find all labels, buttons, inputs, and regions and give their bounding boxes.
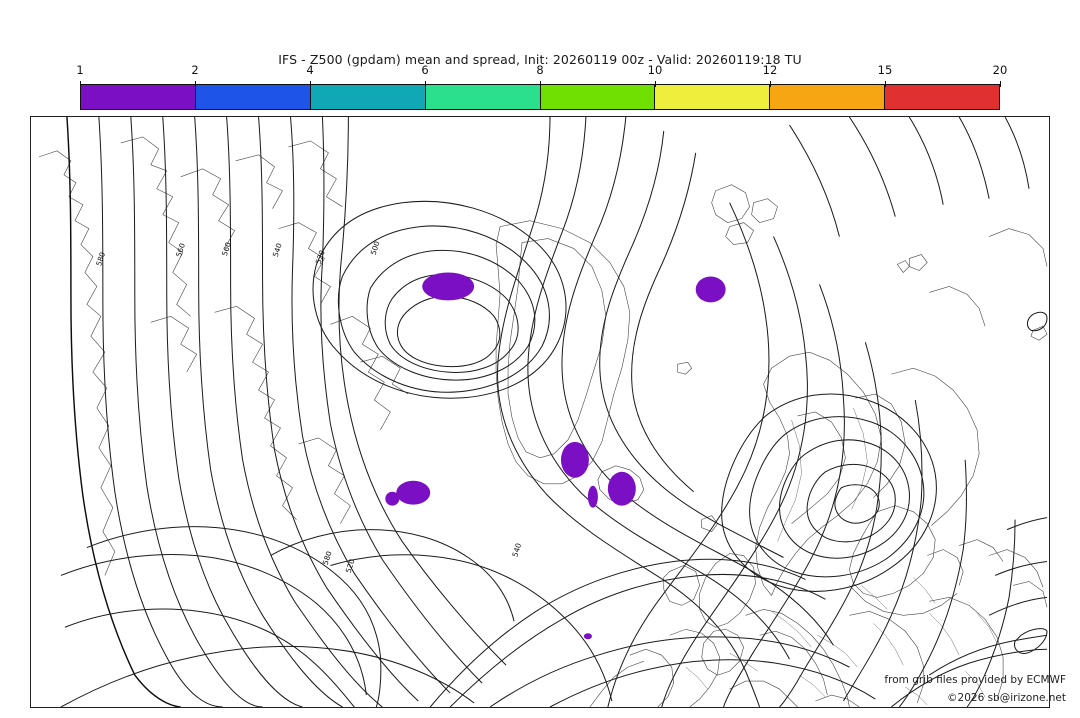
- map-canvas: 5805605605405205005805205408560: [38, 117, 1048, 707]
- colorbar-segment-6: [655, 85, 771, 109]
- colorbar-tick-mark: [80, 81, 81, 87]
- spread-patch: [422, 272, 475, 301]
- contour-lines-layer: [60, 117, 1048, 707]
- spread-patch: [396, 480, 431, 505]
- contour-label: 580: [321, 550, 334, 566]
- contour-label-group: 580: [94, 251, 107, 267]
- map-plot-area: 5805605605405205005805205408560: [30, 116, 1050, 708]
- colorbar-tick-mark: [425, 81, 426, 87]
- colorbar-tick-label: 20: [992, 63, 1008, 77]
- contour-label-group: 580: [321, 550, 334, 566]
- contour-labels-layer: 5805605605405205005805205408560: [94, 240, 523, 574]
- country-borders-layer: [685, 407, 998, 706]
- spread-patch: [695, 276, 726, 303]
- colorbar-tick-mark: [770, 81, 771, 87]
- spread-patch: [560, 441, 589, 478]
- contour-label-group: 560: [220, 241, 233, 257]
- colorbar-tick-mark: [1000, 81, 1001, 87]
- contour-label-group: 540: [271, 242, 284, 258]
- colorbar-tick-mark: [310, 81, 311, 87]
- colorbar-tick-mark: [540, 81, 541, 87]
- colorbar-segment-5: [540, 85, 656, 109]
- colorbar-tick-mark: [655, 81, 656, 87]
- contour-label: 560: [220, 241, 233, 257]
- contour-label: 560: [174, 242, 187, 258]
- page-title: IFS - Z500 (gpdam) mean and spread, Init…: [278, 52, 802, 67]
- contour-label: 540: [271, 242, 284, 258]
- spread-patch: [385, 491, 400, 506]
- colorbar-tick-label: 6: [421, 63, 429, 77]
- colorbar-tick-mark: [885, 81, 886, 87]
- colorbar-segment-1: [81, 85, 196, 109]
- colorbar-tick-label: 8: [536, 63, 544, 77]
- colorbar-tick-label: 12: [762, 63, 778, 77]
- colorbar-segments: [80, 84, 1000, 110]
- colorbar-segment-3: [310, 85, 426, 109]
- contour-label: 580: [94, 251, 107, 267]
- colorbar-segment-7: [770, 85, 886, 109]
- contour-label-group: 560: [174, 242, 187, 258]
- credit-copyright: ©2026 sb@irizone.net: [947, 692, 1066, 704]
- colorbar-tick-label: 1: [76, 63, 84, 77]
- coastlines-layer: [38, 136, 1048, 707]
- contour-label: 540: [510, 542, 523, 558]
- colorbar-segment-4: [425, 85, 541, 109]
- contour-label-group: 540: [510, 542, 523, 558]
- spread-patch: [607, 471, 636, 506]
- credit-source: from grib files provided by ECMWF: [884, 674, 1066, 686]
- contour-label: 520: [344, 558, 357, 574]
- colorbar-tick-label: 10: [647, 63, 663, 77]
- contour-label-group: 500: [369, 240, 382, 256]
- contour-label-group: 520: [344, 558, 357, 574]
- spread-patches-layer: [385, 272, 726, 640]
- colorbar-segment-2: [195, 85, 311, 109]
- contour-label-group: 520: [314, 249, 327, 265]
- contour-label: 500: [369, 240, 382, 256]
- spread-patch: [583, 633, 592, 640]
- colorbar: 1 2 4 6 8 10 12 15 20: [76, 63, 1007, 110]
- contour-label: 520: [314, 249, 327, 265]
- colorbar-tick-label: 2: [191, 63, 199, 77]
- spread-patch: [587, 485, 598, 508]
- colorbar-tick-label: 4: [306, 63, 314, 77]
- colorbar-tick-label: 15: [877, 63, 893, 77]
- colorbar-tick-mark: [195, 81, 196, 87]
- colorbar-segment-8: [885, 85, 999, 109]
